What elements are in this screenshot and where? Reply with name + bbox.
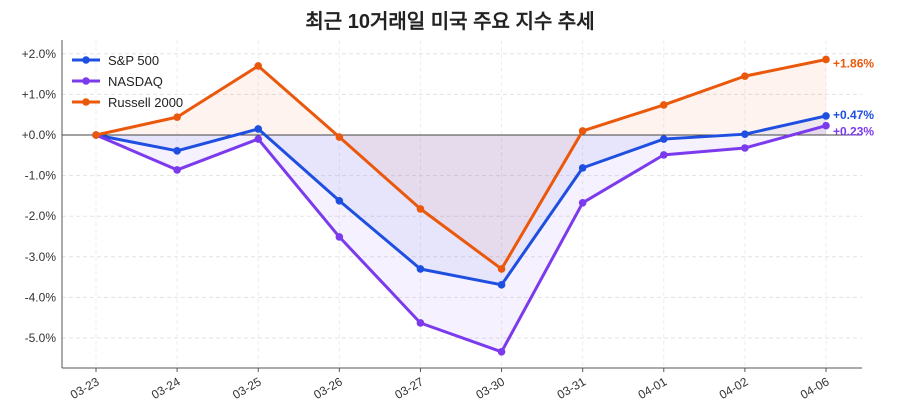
data-point bbox=[822, 121, 830, 130]
data-point bbox=[578, 127, 587, 135]
data-point bbox=[497, 265, 506, 273]
x-tick-label: 03-23 bbox=[68, 374, 102, 402]
series-line bbox=[95, 114, 827, 287]
legend-label: S&P 500 bbox=[108, 53, 159, 68]
y-tick-label: -5.0% bbox=[25, 331, 57, 345]
series-line bbox=[95, 124, 827, 354]
y-tick-label: -3.0% bbox=[25, 250, 57, 264]
data-point bbox=[92, 131, 100, 139]
x-tick-label: 03-26 bbox=[311, 374, 345, 402]
end-value-label: +0.47% bbox=[833, 108, 874, 122]
data-point bbox=[822, 112, 830, 120]
series-line bbox=[95, 58, 827, 271]
x-tick-label: 04-06 bbox=[798, 374, 832, 402]
data-point bbox=[741, 130, 749, 138]
data-point bbox=[173, 166, 181, 174]
y-tick-label: +0.0% bbox=[22, 128, 57, 142]
x-tick-label: 03-31 bbox=[555, 374, 589, 402]
data-point bbox=[659, 151, 668, 159]
x-tick-label: 04-01 bbox=[636, 374, 670, 402]
data-point bbox=[173, 147, 181, 155]
y-tick-label: -1.0% bbox=[25, 169, 57, 183]
legend-label: Russell 2000 bbox=[108, 95, 183, 110]
y-tick-label: +1.0% bbox=[22, 87, 57, 101]
chart-title: 최근 10거래일 미국 주요 지수 추세 bbox=[305, 10, 594, 33]
data-point bbox=[741, 72, 749, 80]
data-point bbox=[416, 319, 425, 327]
x-tick-label: 03-25 bbox=[230, 374, 264, 402]
data-point bbox=[497, 281, 506, 289]
data-point bbox=[254, 125, 263, 133]
x-tick-label: 03-24 bbox=[149, 374, 183, 402]
data-point bbox=[578, 164, 587, 172]
legend-marker bbox=[82, 56, 90, 64]
data-point bbox=[659, 101, 668, 109]
data-point bbox=[335, 233, 344, 241]
x-tick-label: 04-02 bbox=[717, 374, 751, 402]
y-tick-label: -4.0% bbox=[25, 290, 57, 304]
end-value-label: +0.23% bbox=[833, 125, 874, 139]
legend-marker bbox=[82, 77, 90, 85]
data-point bbox=[335, 196, 344, 205]
data-point bbox=[497, 348, 506, 356]
x-tick-label: 03-30 bbox=[473, 374, 507, 402]
data-point bbox=[335, 133, 344, 141]
y-tick-label: +2.0% bbox=[22, 47, 57, 61]
data-point bbox=[822, 55, 830, 64]
data-point bbox=[173, 113, 181, 121]
end-value-label: +1.86% bbox=[833, 56, 874, 70]
y-tick-label: -2.0% bbox=[25, 209, 57, 223]
data-point bbox=[741, 144, 749, 152]
legend-marker bbox=[82, 98, 90, 106]
legend-label: NASDAQ bbox=[108, 74, 163, 89]
data-point bbox=[416, 265, 425, 273]
data-point bbox=[659, 135, 668, 143]
data-point bbox=[254, 135, 263, 143]
series-fill bbox=[96, 115, 826, 285]
data-point bbox=[254, 62, 263, 70]
data-point bbox=[416, 205, 425, 213]
x-tick-label: 03-27 bbox=[392, 374, 426, 402]
data-point bbox=[578, 199, 587, 207]
